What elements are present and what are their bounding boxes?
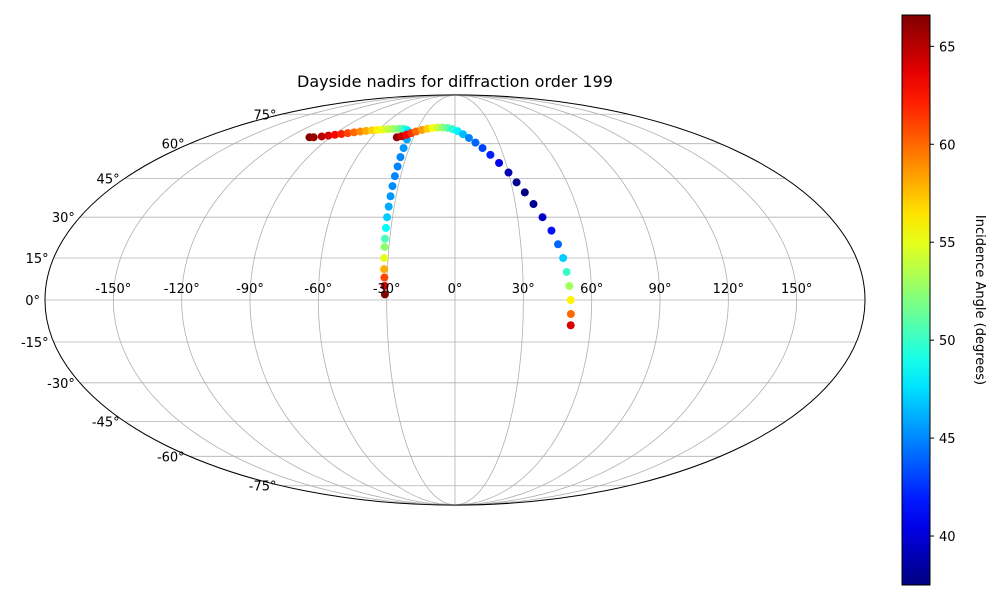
latitude-tick-label: 15°	[26, 252, 49, 267]
colorbar-tick-label: 40	[939, 530, 956, 545]
data-point	[362, 126, 371, 135]
data-point	[343, 129, 352, 138]
data-point	[459, 130, 468, 139]
colorbar-tick-label: 60	[939, 138, 956, 153]
longitude-tick-label: 60°	[580, 282, 603, 297]
latitude-tick-label: 60°	[162, 138, 185, 153]
latitude-tick-label: -15°	[21, 336, 49, 351]
data-point	[486, 150, 495, 159]
data-point	[309, 133, 318, 142]
data-point	[495, 158, 504, 167]
data-point	[478, 144, 487, 153]
colorbar-tick-label: 50	[939, 334, 956, 349]
colorbar-gradient	[901, 14, 931, 586]
tick-labels: -150° -120° -90° -60° -30° 0° 30° 60° 90° 120° 150…	[21, 108, 812, 494]
data-point	[386, 192, 395, 201]
data-point	[383, 213, 392, 222]
data-point	[390, 172, 399, 181]
latitude-tick-label: -45°	[92, 415, 120, 430]
longitude-tick-label: -150°	[95, 282, 131, 297]
data-point	[393, 162, 402, 171]
data-point	[562, 267, 571, 276]
data-point	[565, 281, 574, 290]
data-point	[356, 127, 365, 136]
latitude-tick-label: -75°	[249, 480, 277, 495]
latitude-tick-label: 75°	[253, 108, 276, 123]
data-point	[384, 202, 393, 211]
data-point	[547, 226, 556, 235]
data-point	[566, 321, 575, 330]
data-point	[520, 188, 529, 197]
latitude-tick-label: 45°	[97, 173, 120, 188]
colorbar-tick-label: 45	[939, 432, 956, 447]
colorbar-tick-label: 65	[939, 40, 956, 55]
data-point	[396, 153, 405, 162]
data-point	[380, 265, 389, 274]
chart-title: Dayside nadirs for diffraction order 199	[297, 72, 613, 91]
data-point	[380, 290, 389, 299]
latitude-tick-label: 30°	[52, 211, 75, 226]
data-point	[529, 200, 538, 209]
data-point	[388, 182, 397, 191]
data-point	[512, 178, 521, 187]
data-point	[471, 138, 480, 147]
data-point	[330, 130, 339, 139]
longitude-tick-label: -90°	[236, 282, 264, 297]
data-point	[559, 254, 568, 263]
data-point	[337, 129, 346, 138]
longitude-tick-label: 150°	[781, 282, 812, 297]
data-point	[464, 133, 473, 142]
data-point	[380, 242, 389, 251]
latitude-tick-label: 0°	[25, 294, 40, 309]
grid	[45, 94, 865, 506]
longitude-tick-label: -30°	[373, 282, 401, 297]
data-points	[305, 123, 575, 330]
colorbar-label: Incidence Angle (degrees)	[972, 215, 987, 385]
plot-area: -150° -120° -90° -60° -30° 0° 30° 60° 90° 120° 150…	[21, 94, 866, 506]
longitude-tick-label: 120°	[713, 282, 744, 297]
data-point	[566, 296, 575, 304]
data-point	[380, 273, 389, 282]
data-point	[566, 310, 575, 319]
data-point	[554, 240, 563, 249]
longitude-tick-label: -120°	[164, 282, 200, 297]
colorbar-tick-label: 55	[939, 236, 956, 251]
longitude-tick-label: 0°	[448, 282, 463, 297]
map-boundary	[44, 94, 866, 506]
data-point	[381, 234, 389, 243]
data-point	[381, 223, 390, 232]
latitude-tick-label: -60°	[157, 450, 185, 465]
data-point	[504, 168, 513, 177]
colorbar: 40 45 50 55 60 65 Incidence Angle (degrees)	[901, 14, 987, 586]
data-point	[350, 128, 359, 137]
latitude-tick-label: -30°	[47, 377, 75, 392]
data-point	[324, 131, 333, 140]
data-point	[317, 132, 326, 141]
data-point	[399, 144, 408, 153]
longitude-tick-label: -60°	[304, 282, 332, 297]
data-point	[538, 213, 547, 222]
longitude-tick-label: 90°	[648, 282, 671, 297]
data-point	[380, 254, 389, 263]
data-point	[380, 281, 389, 290]
longitude-tick-label: 30°	[512, 282, 535, 297]
colorbar-ticks: 40 45 50 55 60 65	[930, 40, 956, 545]
